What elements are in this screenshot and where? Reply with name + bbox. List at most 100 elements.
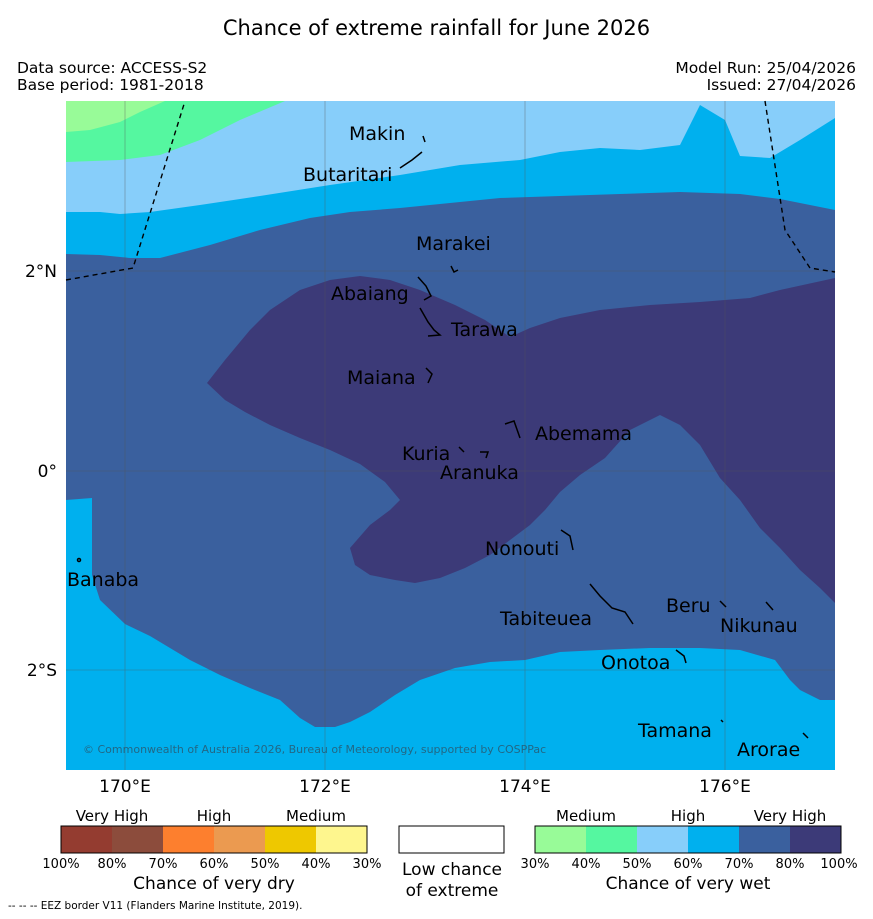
dry-header-very-high: Very High (76, 807, 149, 825)
lon-label-176e: 176°E (699, 777, 751, 797)
wet-tick-60: 60% (674, 857, 703, 872)
label-arorae: Arorae (737, 739, 800, 761)
dry-tick-60: 60% (200, 857, 229, 872)
issued-date: Issued: 27/04/2026 (706, 76, 856, 94)
neutral-caption-line1: Low chance (402, 860, 502, 880)
wet-swatch-80-100 (790, 826, 841, 853)
wet-swatch-40-50 (586, 826, 637, 853)
dry-caption: Chance of very dry (133, 874, 295, 894)
eez-border-east (764, 100, 836, 273)
lon-label-170e: 170°E (99, 777, 151, 797)
label-butaritari: Butaritari (303, 164, 392, 186)
lon-label-172e: 172°E (299, 777, 351, 797)
label-onotoa: Onotoa (601, 652, 670, 674)
wet-swatch-30-40 (535, 826, 586, 853)
wet-swatch-50-60 (637, 826, 688, 853)
dry-header-medium: Medium (286, 807, 346, 825)
island-onotoa-shape (675, 649, 687, 664)
lon-label-174e: 174°E (499, 777, 551, 797)
copyright-notice: © Commonwealth of Australia 2026, Bureau… (83, 743, 546, 756)
wet-header-very-high: Very High (754, 807, 827, 825)
wet-tick-100: 100% (820, 857, 857, 872)
island-maiana-shape (425, 367, 433, 384)
dry-tick-30: 30% (353, 857, 382, 872)
axis-labels: 170°E 172°E 174°E 176°E 2°N 0° 2°S (25, 262, 751, 797)
eez-border (65, 100, 836, 281)
dry-tick-70: 70% (149, 857, 178, 872)
meta-right: Model Run: 25/04/2026 Issued: 27/04/2026 (675, 60, 856, 94)
dry-swatch-70-80 (112, 826, 163, 853)
chart-title: Chance of extreme rainfall for June 2026 (222, 16, 651, 40)
band-80-100 (207, 276, 835, 603)
label-tabiteuea: Tabiteuea (499, 608, 592, 630)
label-kuria: Kuria (402, 443, 450, 465)
dry-tick-50: 50% (251, 857, 280, 872)
wet-swatch-60-70 (688, 826, 739, 853)
island-arorae-shape (802, 732, 809, 739)
legend-neutral: Low chance of extreme (398, 825, 505, 901)
island-beru-shape (719, 600, 727, 608)
label-nonouti: Nonouti (485, 538, 559, 560)
island-nikunau-shape (765, 601, 774, 611)
wet-tick-50: 50% (623, 857, 652, 872)
dry-tick-80: 80% (98, 857, 127, 872)
label-abemama: Abemama (535, 423, 632, 445)
island-tabiteuea-shape (589, 583, 634, 625)
dry-swatch-40-50 (265, 826, 316, 853)
wet-caption: Chance of very wet (606, 874, 771, 894)
data-source: Data source: ACCESS-S2 (17, 59, 208, 77)
wet-tick-80: 80% (776, 857, 805, 872)
label-aranuka: Aranuka (440, 462, 519, 484)
wet-tick-40: 40% (572, 857, 601, 872)
neutral-swatch (398, 825, 505, 854)
island-banaba-shape (76, 557, 82, 563)
base-period: Base period: 1981-2018 (17, 76, 204, 94)
lat-label-2s: 2°S (27, 661, 57, 681)
legend-wet: Medium High Very High 30% 40% 50% 60% 70… (521, 807, 858, 894)
dry-header-high: High (197, 807, 231, 825)
lat-label-2n: 2°N (25, 262, 57, 282)
dry-swatch-50-60 (214, 826, 265, 853)
island-nonouti-shape (560, 529, 574, 551)
map-area (66, 101, 835, 770)
label-makin: Makin (349, 123, 405, 145)
neutral-caption-line2: of extreme (406, 881, 499, 901)
label-maiana: Maiana (347, 367, 416, 389)
dry-swatch-60-70 (163, 826, 214, 853)
wet-colorbar-frame (534, 825, 842, 854)
lat-label-0: 0° (38, 462, 57, 482)
island-abaiang-shape (417, 276, 432, 301)
label-nikunau: Nikunau (720, 615, 798, 637)
island-kuria-shape (458, 446, 465, 453)
legend-dry: Very High High Medium 100% 80% 70% 60% 5… (42, 807, 381, 894)
label-tamana: Tamana (637, 720, 712, 742)
label-abaiang: Abaiang (331, 283, 409, 305)
label-beru: Beru (666, 595, 711, 617)
dry-tick-100: 100% (42, 857, 79, 872)
island-marakei-shape (450, 265, 459, 274)
place-labels: Makin Butaritari Marakei Abaiang Tarawa … (67, 123, 800, 761)
wet-header-medium: Medium (556, 807, 616, 825)
island-tarawa-shape (419, 307, 442, 337)
label-tarawa: Tarawa (450, 319, 518, 341)
band-50-60-north (66, 101, 835, 214)
eez-border-west (65, 100, 186, 281)
island-aranuka-shape (480, 451, 490, 459)
dry-swatch-80-100 (61, 826, 112, 853)
band-30-40 (66, 101, 165, 132)
dry-swatch-30-40 (316, 826, 367, 853)
island-makin-shape (422, 135, 426, 143)
eez-footnote: -- -- -- EEZ border V11 (Flanders Marine… (8, 900, 303, 912)
island-abemama-shape (504, 420, 521, 439)
wet-tick-70: 70% (725, 857, 754, 872)
model-run: Model Run: 25/04/2026 (675, 59, 856, 77)
wet-swatch-70-80 (739, 826, 790, 853)
label-banaba: Banaba (67, 569, 139, 591)
graticule (66, 101, 835, 770)
island-butaritari-shape (399, 151, 423, 169)
island-outlines (76, 135, 809, 739)
meta-left: Data source: ACCESS-S2 Base period: 1981… (17, 60, 207, 94)
island-tamana-shape (720, 719, 724, 723)
wet-header-high: High (671, 807, 705, 825)
